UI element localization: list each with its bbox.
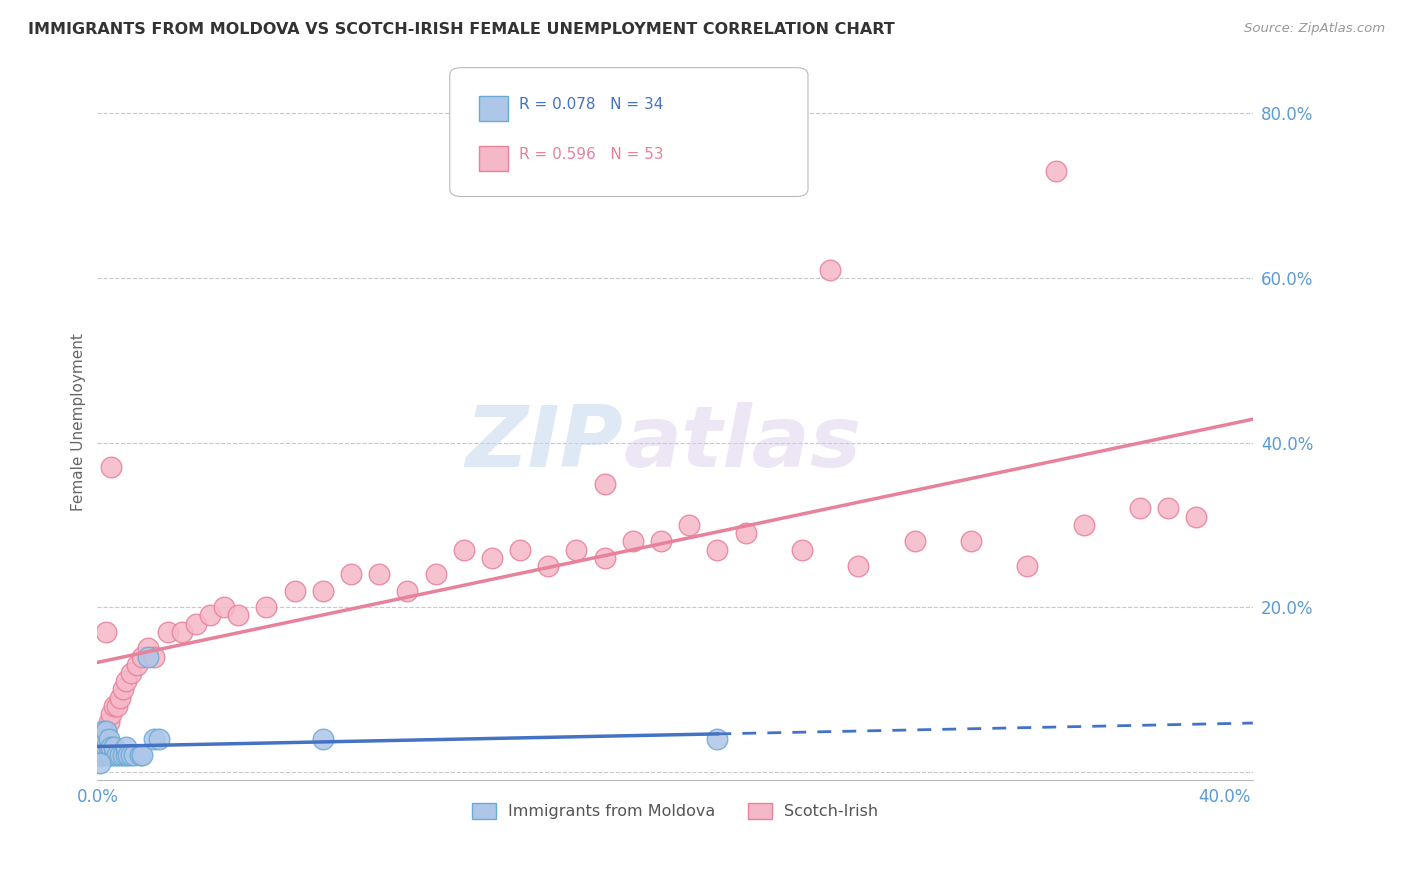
Point xyxy=(565,542,588,557)
Point xyxy=(368,567,391,582)
Point xyxy=(120,665,142,680)
Point xyxy=(108,690,131,705)
Point xyxy=(89,739,111,754)
Point xyxy=(1017,559,1039,574)
Point xyxy=(284,583,307,598)
Point xyxy=(790,542,813,557)
Point xyxy=(142,731,165,746)
Point xyxy=(108,748,131,763)
Point xyxy=(111,682,134,697)
Point xyxy=(818,262,841,277)
Point xyxy=(184,616,207,631)
Text: ZIP: ZIP xyxy=(465,402,623,485)
FancyBboxPatch shape xyxy=(478,96,508,121)
Text: Source: ZipAtlas.com: Source: ZipAtlas.com xyxy=(1244,22,1385,36)
Text: atlas: atlas xyxy=(623,402,862,485)
Point xyxy=(91,731,114,746)
Point xyxy=(105,698,128,713)
Point xyxy=(100,460,122,475)
Point xyxy=(94,624,117,639)
Point xyxy=(94,723,117,738)
Point xyxy=(226,608,249,623)
Point xyxy=(114,674,136,689)
Point xyxy=(904,534,927,549)
FancyBboxPatch shape xyxy=(450,68,808,196)
Point xyxy=(100,748,122,763)
Legend: Immigrants from Moldova, Scotch-Irish: Immigrants from Moldova, Scotch-Irish xyxy=(465,797,884,826)
Point xyxy=(131,649,153,664)
Point xyxy=(396,583,419,598)
FancyBboxPatch shape xyxy=(478,146,508,171)
Point xyxy=(97,748,120,763)
Point xyxy=(91,739,114,754)
Point xyxy=(1157,501,1180,516)
Point xyxy=(156,624,179,639)
Point xyxy=(212,600,235,615)
Point xyxy=(537,559,560,574)
Point xyxy=(89,748,111,763)
Point xyxy=(1073,517,1095,532)
Point xyxy=(100,707,122,722)
Point xyxy=(1185,509,1208,524)
Point xyxy=(136,649,159,664)
Point xyxy=(97,715,120,730)
Point xyxy=(706,542,728,557)
Point xyxy=(114,748,136,763)
Y-axis label: Female Unemployment: Female Unemployment xyxy=(72,333,86,511)
Point xyxy=(105,748,128,763)
Point xyxy=(97,739,120,754)
Point xyxy=(94,731,117,746)
Point xyxy=(170,624,193,639)
Point xyxy=(94,723,117,738)
Point xyxy=(198,608,221,623)
Point xyxy=(453,542,475,557)
Point xyxy=(114,739,136,754)
Point xyxy=(94,739,117,754)
Point xyxy=(312,583,335,598)
Point xyxy=(125,657,148,672)
Point xyxy=(593,476,616,491)
Point xyxy=(122,748,145,763)
Point xyxy=(734,526,756,541)
Point xyxy=(91,731,114,746)
Point xyxy=(148,731,170,746)
Point xyxy=(509,542,531,557)
Point xyxy=(89,731,111,746)
Point xyxy=(846,559,869,574)
Point xyxy=(120,748,142,763)
Point xyxy=(706,731,728,746)
Point xyxy=(91,748,114,763)
Point xyxy=(131,748,153,763)
Point xyxy=(481,550,503,565)
Point xyxy=(103,739,125,754)
Point xyxy=(256,600,278,615)
Point xyxy=(128,748,150,763)
Point xyxy=(89,756,111,771)
Point xyxy=(94,748,117,763)
Text: R = 0.596   N = 53: R = 0.596 N = 53 xyxy=(519,147,664,162)
Point xyxy=(103,698,125,713)
Point xyxy=(117,748,139,763)
Point xyxy=(142,649,165,664)
Point xyxy=(91,723,114,738)
Point xyxy=(111,748,134,763)
Text: IMMIGRANTS FROM MOLDOVA VS SCOTCH-IRISH FEMALE UNEMPLOYMENT CORRELATION CHART: IMMIGRANTS FROM MOLDOVA VS SCOTCH-IRISH … xyxy=(28,22,894,37)
Point xyxy=(593,550,616,565)
Point xyxy=(100,739,122,754)
Point xyxy=(650,534,672,549)
Point xyxy=(97,731,120,746)
Point xyxy=(312,731,335,746)
Point xyxy=(960,534,983,549)
Text: R = 0.078   N = 34: R = 0.078 N = 34 xyxy=(519,97,664,112)
Point xyxy=(103,748,125,763)
Point xyxy=(1129,501,1152,516)
Point xyxy=(340,567,363,582)
Point xyxy=(89,748,111,763)
Point xyxy=(678,517,700,532)
Point xyxy=(621,534,644,549)
Point xyxy=(425,567,447,582)
Point xyxy=(1045,164,1067,178)
Point xyxy=(136,641,159,656)
